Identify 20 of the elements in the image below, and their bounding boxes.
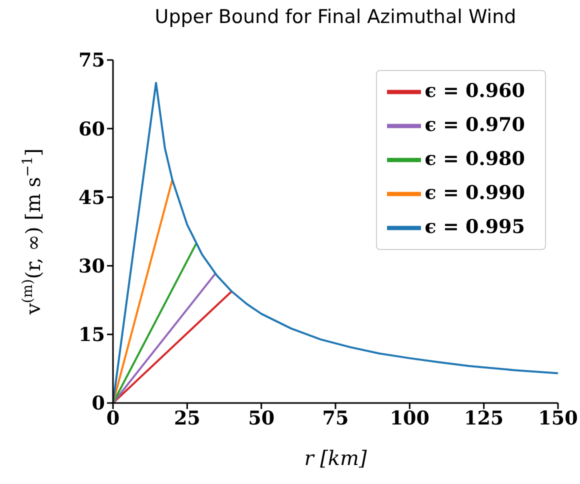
x-tick-label: 75 (322, 407, 349, 430)
x-tick-label: 0 (106, 407, 120, 430)
x-tick-label: 100 (390, 407, 430, 430)
legend-label: ϵ = 0.960 (424, 80, 525, 102)
legend-label: ϵ = 0.970 (424, 114, 525, 136)
chart-title: Upper Bound for Final Azimuthal Wind (154, 6, 518, 28)
legend-label: ϵ = 0.990 (424, 182, 525, 204)
legend-label: ϵ = 0.995 (424, 216, 525, 238)
x-tick-label: 50 (248, 407, 275, 430)
y-tick-label: 30 (78, 256, 105, 278)
y-tick-label: 15 (78, 324, 105, 346)
y-tick-label: 45 (78, 186, 105, 209)
y-tick-label: 0 (92, 392, 105, 415)
x-tick-label: 150 (538, 407, 578, 430)
x-tick-label: 25 (174, 407, 200, 430)
x-axis-title: r [km] (304, 446, 367, 470)
y-tick-label: 75 (78, 50, 105, 72)
y-tick-label: 60 (78, 118, 105, 140)
x-tick-label: 125 (464, 407, 504, 430)
legend-label: ϵ = 0.980 (424, 148, 525, 170)
